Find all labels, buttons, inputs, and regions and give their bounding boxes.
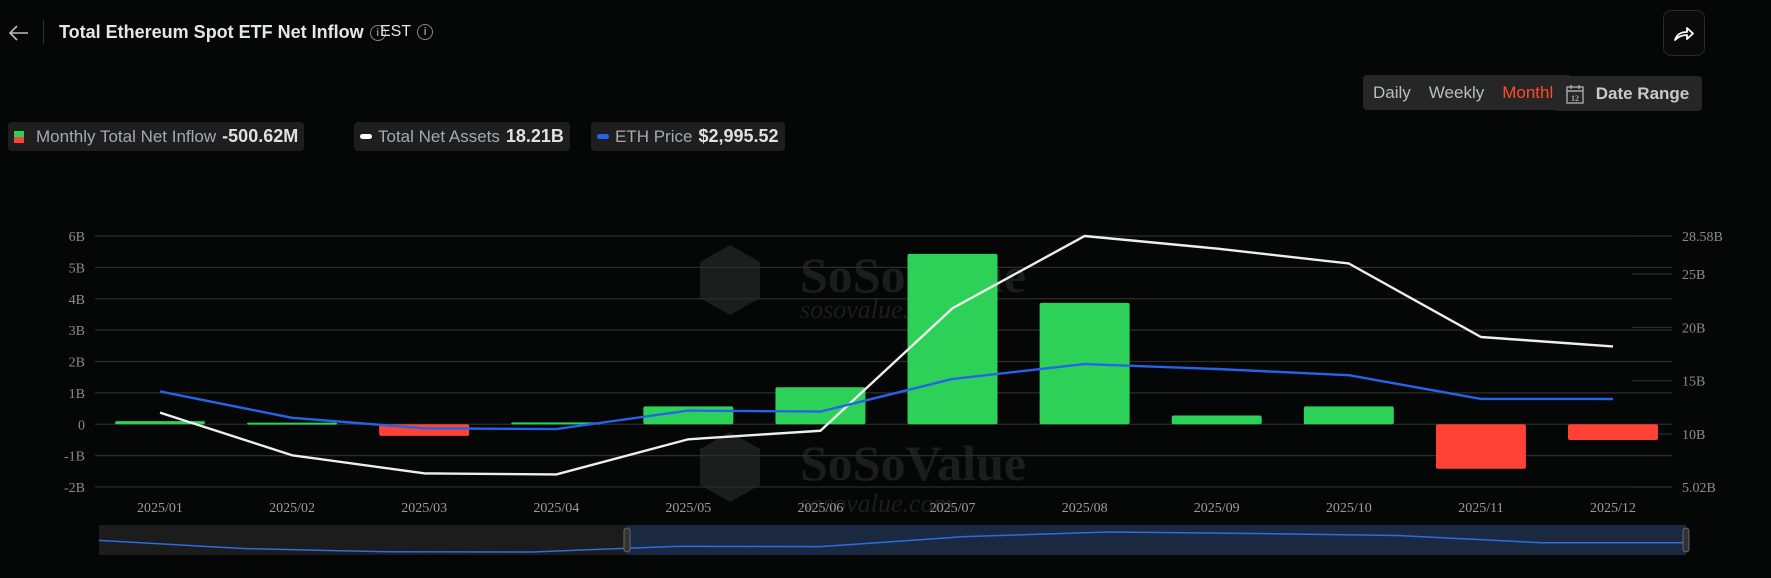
right-tick-label: 5.02B bbox=[1682, 481, 1716, 496]
navigator-handle-right[interactable] bbox=[1682, 527, 1690, 553]
date-range-button[interactable]: 12 Date Range bbox=[1553, 76, 1702, 111]
right-tick-label: 20B bbox=[1682, 321, 1705, 336]
title-text: Total Ethereum Spot ETF Net Inflow bbox=[59, 22, 364, 42]
x-tick-label: 2025/05 bbox=[665, 501, 711, 516]
left-tick-label: -2B bbox=[64, 481, 85, 496]
period-daily[interactable]: Daily bbox=[1373, 82, 1411, 102]
bar bbox=[775, 387, 866, 425]
arrow-left-icon bbox=[8, 25, 28, 41]
assets-swatch-icon bbox=[360, 134, 372, 139]
right-tick-label: 15B bbox=[1682, 375, 1705, 390]
left-tick-label: 2B bbox=[69, 356, 85, 371]
legend-net-inflow[interactable]: Monthly Total Net Inflow -500.62M bbox=[8, 122, 305, 151]
eth-swatch-icon bbox=[597, 134, 609, 139]
right-tick-label: 10B bbox=[1682, 428, 1705, 443]
info-icon[interactable]: i bbox=[369, 25, 386, 42]
bar bbox=[511, 422, 602, 425]
legend-label: ETH Price bbox=[615, 126, 693, 146]
legend-value: $2,995.52 bbox=[698, 126, 779, 146]
bar bbox=[1568, 424, 1658, 440]
inflow-swatch-icon bbox=[14, 130, 24, 143]
watermark-url: sosovalue.com bbox=[800, 489, 952, 518]
x-tick-label: 2025/08 bbox=[1062, 501, 1108, 516]
navigator-handle-left[interactable] bbox=[623, 527, 631, 553]
legend-eth-price[interactable]: ETH Price $2,995.52 bbox=[591, 122, 785, 151]
divider bbox=[43, 20, 44, 44]
legend-net-assets[interactable]: Total Net Assets 18.21B bbox=[354, 122, 570, 151]
legend-value: 18.21B bbox=[505, 126, 564, 146]
x-tick-label: 2025/09 bbox=[1194, 501, 1240, 516]
left-tick-label: 6B bbox=[69, 230, 85, 245]
left-tick-label: 0 bbox=[78, 418, 85, 433]
x-tick-label: 2025/02 bbox=[269, 501, 315, 516]
legend-value: -500.62M bbox=[222, 126, 299, 146]
x-tick-label: 2025/10 bbox=[1326, 501, 1372, 516]
date-range-label: Date Range bbox=[1595, 83, 1690, 103]
legend-label: Total Net Assets bbox=[378, 126, 500, 146]
net-assets-line bbox=[159, 234, 1614, 476]
x-tick-label: 2025/03 bbox=[401, 501, 447, 516]
period-selector: Daily Weekly Monthly bbox=[1363, 75, 1572, 110]
right-tick-label: 28.58B bbox=[1682, 230, 1723, 245]
legend-label: Monthly Total Net Inflow bbox=[36, 126, 217, 146]
x-tick-label: 2025/07 bbox=[930, 501, 976, 516]
x-tick-label: 2025/04 bbox=[533, 501, 579, 516]
watermark-brand: SoSoValue bbox=[800, 435, 1026, 491]
bar bbox=[1435, 424, 1526, 469]
bar bbox=[247, 422, 338, 425]
watermark-logo-top bbox=[700, 245, 760, 315]
left-tick-label: 4B bbox=[69, 293, 85, 308]
timezone-info-icon[interactable]: i bbox=[417, 23, 434, 40]
navigator-line bbox=[98, 531, 1687, 553]
watermark-logo-bottom bbox=[700, 432, 760, 502]
bar bbox=[1303, 406, 1394, 425]
x-tick-label: 2025/06 bbox=[798, 501, 844, 516]
calendar-icon-text: 12 bbox=[1571, 94, 1579, 103]
eth-price-line bbox=[159, 362, 1614, 431]
x-tick-label: 2025/01 bbox=[137, 501, 183, 516]
navigator-selection bbox=[627, 525, 1686, 555]
left-tick-label: 5B bbox=[69, 261, 85, 276]
x-tick-label: 2025/12 bbox=[1590, 501, 1636, 516]
share-icon bbox=[1674, 27, 1694, 41]
bar bbox=[1171, 415, 1262, 425]
period-monthly[interactable]: Monthly bbox=[1502, 82, 1562, 102]
x-tick-label: 2025/11 bbox=[1458, 501, 1503, 516]
right-tick-label: 25B bbox=[1682, 268, 1705, 283]
back-button[interactable] bbox=[6, 20, 32, 46]
timezone-label: EST i bbox=[380, 23, 434, 41]
left-tick-label: 1B bbox=[69, 387, 85, 402]
calendar-icon: 12 bbox=[1566, 84, 1584, 104]
share-button[interactable] bbox=[1663, 10, 1705, 56]
bar bbox=[115, 421, 205, 425]
timezone-text: EST bbox=[380, 23, 412, 40]
period-weekly[interactable]: Weekly bbox=[1428, 82, 1485, 102]
page-title: Total Ethereum Spot ETF Net Inflow i bbox=[59, 22, 386, 43]
left-tick-label: -1B bbox=[64, 450, 85, 465]
left-tick-label: 3B bbox=[69, 324, 85, 339]
